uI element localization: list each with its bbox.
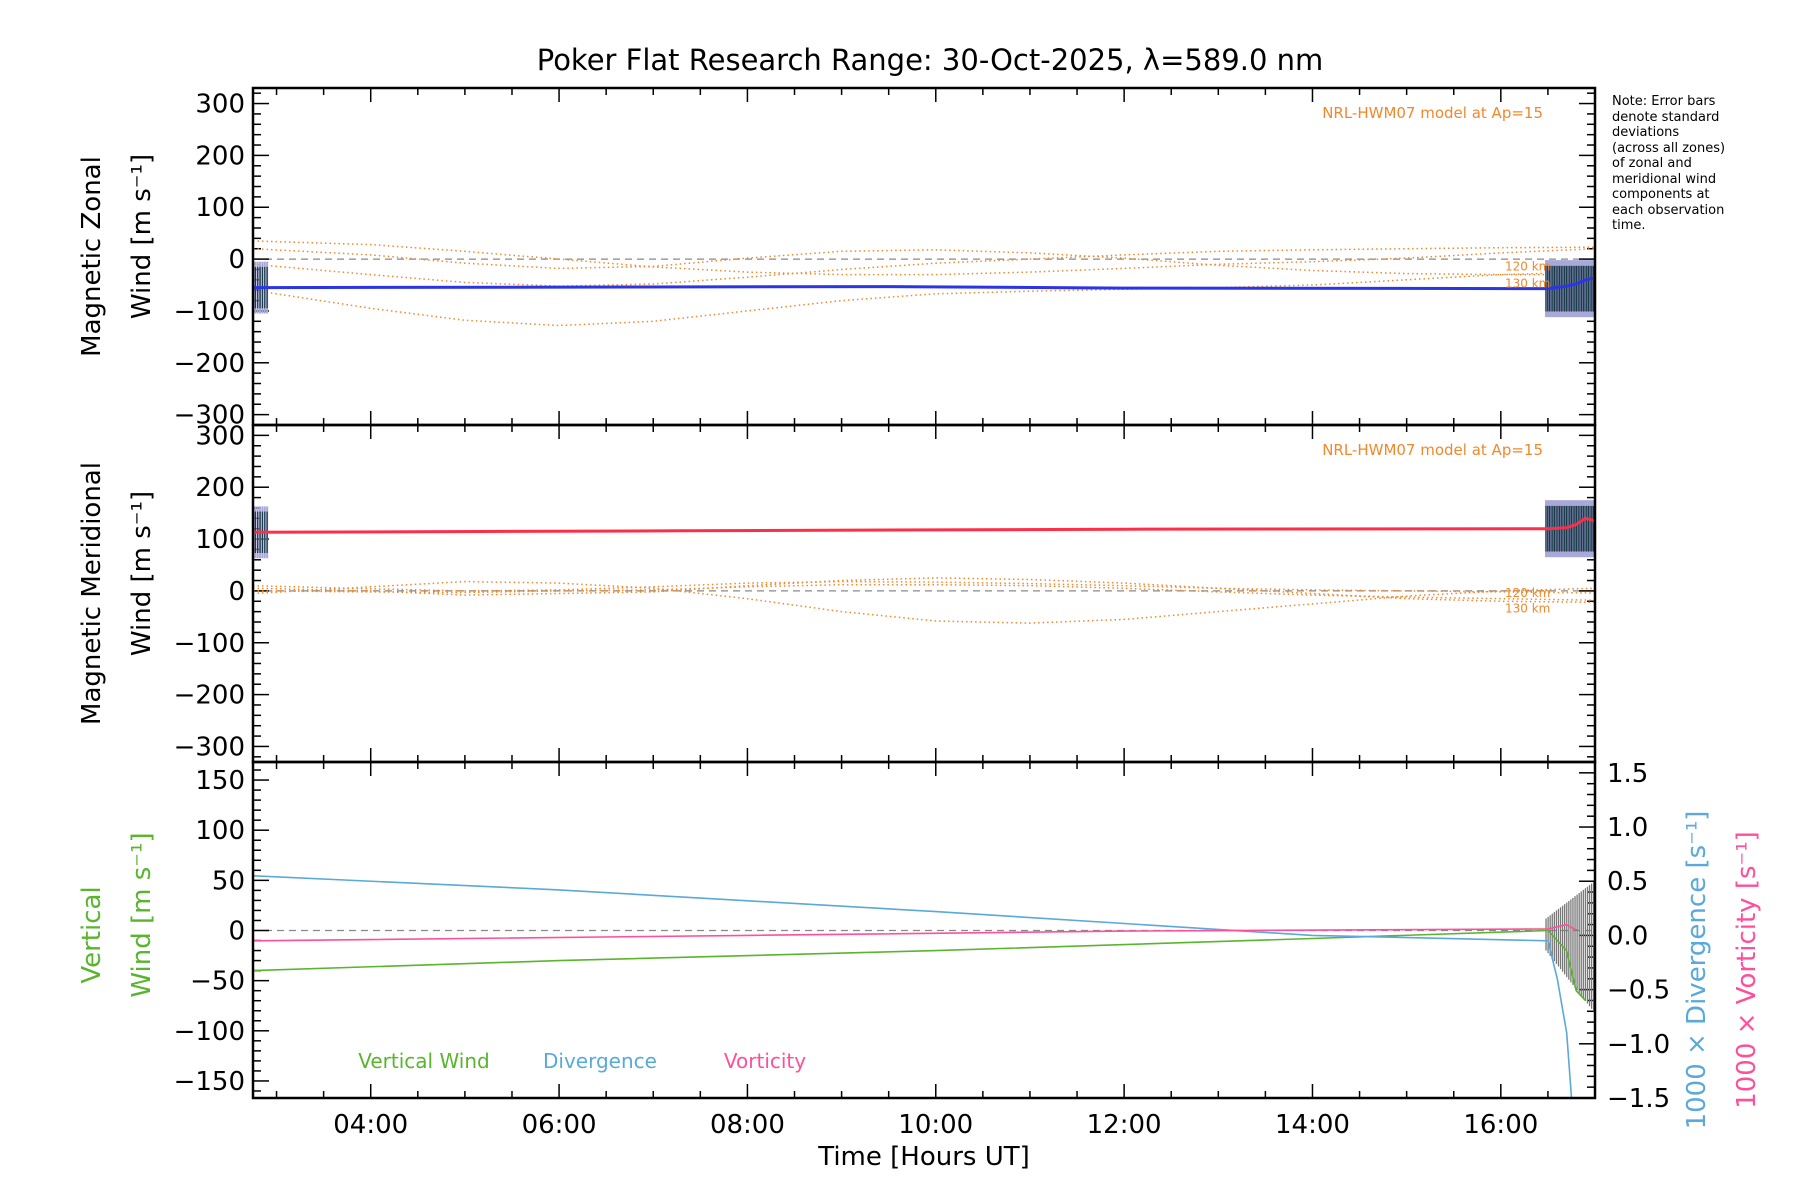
zonal-wind-line [252,276,1596,291]
y2-tick-label: 0.0 [1607,921,1648,951]
model-curve [252,240,1596,276]
level-label: 130 km [1505,277,1550,291]
y2-tick-label: −1.5 [1607,1084,1670,1114]
level-label: 120 km [1505,259,1550,273]
chart-title: Poker Flat Research Range: 30-Oct-2025, … [537,43,1324,77]
y-tick-label: 100 [195,525,245,555]
y-axis-label: Magnetic Meridional [77,462,107,725]
y-tick-label: −100 [174,629,245,659]
x-tick-label: 12:00 [1087,1110,1162,1140]
y-tick-label: 0 [228,917,245,947]
x-tick-label: 16:00 [1463,1110,1538,1140]
y-tick-label: 200 [195,141,245,171]
y-axis-label: Magnetic Zonal [77,156,107,357]
model-curve [252,583,1596,601]
y-tick-label: 300 [195,421,245,451]
y2-axis-label: 1000 × Divergence [s⁻¹] [1682,811,1712,1130]
y-tick-label: 50 [212,866,245,896]
y2-tick-label: −0.5 [1607,976,1670,1006]
y-tick-label: 200 [195,473,245,503]
level-label: 130 km [1505,602,1550,616]
plot-frame [251,86,1597,427]
y2-tick-label: 1.5 [1607,759,1648,789]
y-tick-label: 100 [195,193,245,223]
y-axis-label: Wind [m s⁻¹] [127,832,157,997]
x-tick-label: 06:00 [522,1110,597,1140]
vorticity-line [252,923,1577,942]
y2-tick-label: 1.0 [1607,813,1648,843]
y-tick-label: 300 [195,90,245,120]
legend-item: Vorticity [724,1049,806,1073]
model-curve [252,247,1595,276]
legend-item: Divergence [543,1049,657,1073]
vertical-wind-line [252,929,1587,1002]
y-axis-label: Vertical [77,886,107,983]
divergence-line [252,875,1573,1099]
error-bar-note: Note: Error bars denote standard deviati… [1612,94,1726,233]
level-label: 120 km [1505,586,1550,600]
x-tick-label: 04:00 [333,1110,408,1140]
y2-axis-label: 1000 × Vorticity [s⁻¹] [1732,831,1762,1109]
x-tick-label: 10:00 [898,1110,973,1140]
y-tick-label: −300 [174,732,245,762]
y-tick-label: −200 [174,349,245,379]
model-label: NRL-HWM07 model at Ap=15 [1322,441,1543,459]
y-tick-label: −150 [174,1067,245,1097]
model-curve [252,271,1596,327]
model-label: NRL-HWM07 model at Ap=15 [1322,104,1543,122]
model-curve [252,246,1596,287]
y-tick-label: −300 [174,401,245,431]
y-axis-label: Wind [m s⁻¹] [127,154,157,319]
model-curve [252,580,1596,624]
x-axis-label: Time [Hours UT] [817,1142,1030,1172]
x-tick-label: 08:00 [710,1110,785,1140]
y-tick-label: −50 [190,967,245,997]
y-tick-label: 100 [195,816,245,846]
plot-frame [251,423,1597,764]
x-tick-label: 14:00 [1275,1110,1350,1140]
y-tick-label: −200 [174,681,245,711]
y-tick-label: −100 [174,297,245,327]
y-axis-label: Wind [m s⁻¹] [127,491,157,656]
y-tick-label: 0 [228,245,245,275]
y-tick-label: −100 [174,1017,245,1047]
model-curve [252,580,1596,594]
y2-tick-label: −1.0 [1607,1030,1670,1060]
plot-frame [251,760,1597,1100]
y2-tick-label: 0.5 [1607,867,1648,897]
meridional-wind-line [252,516,1596,534]
legend-item: Vertical Wind [358,1049,489,1073]
y-tick-label: 0 [228,577,245,607]
model-curve [252,577,1596,604]
y-tick-label: 150 [195,766,245,796]
